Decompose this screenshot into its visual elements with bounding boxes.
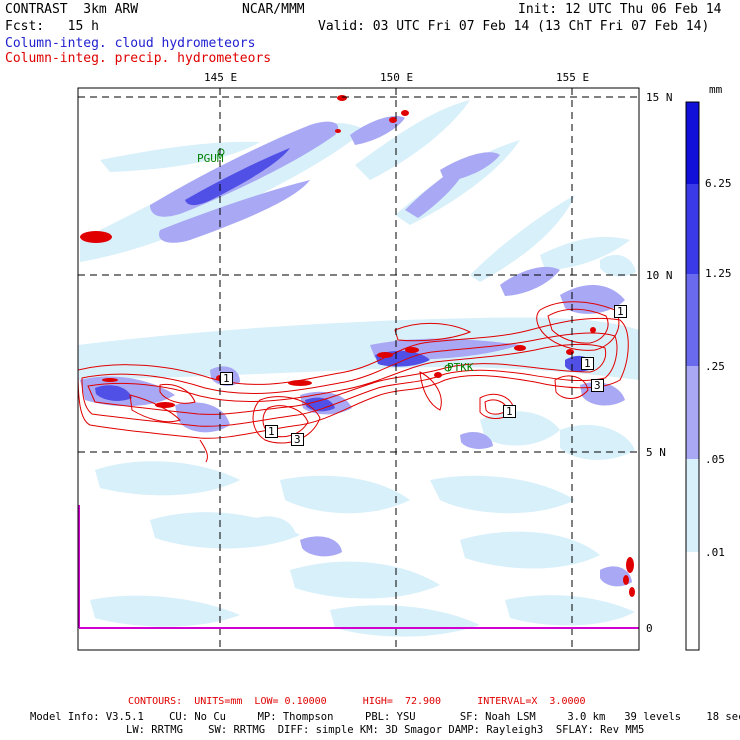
- colorbar-level: 1.25: [705, 267, 732, 280]
- contour-label: 1: [503, 405, 516, 418]
- colorbar-level: 6.25: [705, 177, 732, 190]
- station-label-pgum: PGUM: [197, 152, 224, 165]
- legend-cloud: Column-integ. cloud hydrometeors: [5, 36, 256, 51]
- station-marker: [444, 364, 452, 372]
- colorbar-frame: [685, 101, 700, 651]
- colorbar-level: .25: [705, 360, 725, 373]
- lat-label-15n: 15 N: [646, 91, 673, 104]
- station-label-ptkk: PTKK: [447, 361, 474, 374]
- model-info-line1: Model Info: V3.5.1 CU: No Cu MP: Thompso…: [30, 711, 740, 723]
- colorbar: [685, 101, 700, 651]
- hydrometeor-fields: [78, 95, 639, 637]
- contour-label: 1: [220, 372, 233, 385]
- colorbar-box-3: [686, 274, 699, 366]
- lat-label-10n: 10 N: [646, 269, 673, 282]
- colorbar-box-2: [686, 184, 699, 274]
- colorbar-box-4: [686, 366, 699, 459]
- valid-time: Valid: 03 UTC Fri 07 Feb 14 (13 ChT Fri …: [318, 19, 710, 34]
- precip-cores: [80, 95, 635, 597]
- colorbar-box-1: [686, 102, 699, 184]
- contour-label: 1: [265, 425, 278, 438]
- colorbar-level: .05: [705, 453, 725, 466]
- model-info-line2: LW: RRTMG SW: RRTMG DIFF: simple KM: 3D …: [126, 724, 645, 736]
- contour-label: 1: [614, 305, 627, 318]
- colorbar-box-6: [686, 552, 699, 650]
- contour-label: 3: [291, 433, 304, 446]
- legend-precip: Column-integ. precip. hydrometeors: [5, 51, 272, 66]
- contour-label: 1: [581, 357, 594, 370]
- cloud-field-core: [95, 148, 594, 412]
- graticule: [78, 88, 639, 650]
- contour-label: 3: [591, 379, 604, 392]
- lon-label-145: 145 E: [204, 71, 238, 84]
- experiment-title: CONTRAST 3km ARW: [5, 2, 139, 17]
- lat-label-0: 0: [646, 622, 653, 635]
- station-marker: [217, 148, 225, 156]
- lon-label-150: 150 E: [380, 71, 414, 84]
- init-time: Init: 12 UTC Thu 06 Feb 14: [518, 2, 722, 17]
- colorbar-level: .01: [705, 546, 725, 559]
- lon-label-155: 155 E: [556, 71, 590, 84]
- colorbar-box-5: [686, 459, 699, 552]
- colorbar-units: mm: [709, 83, 723, 96]
- forecast-hour: Fcst: 15 h: [5, 19, 99, 34]
- lat-label-5n: 5 N: [646, 446, 666, 459]
- plot-frame: [77, 87, 640, 651]
- contours-info: CONTOURS: UNITS=mm LOW= 0.10000 HIGH= 72…: [128, 696, 586, 707]
- source-label: NCAR/MMM: [242, 2, 305, 17]
